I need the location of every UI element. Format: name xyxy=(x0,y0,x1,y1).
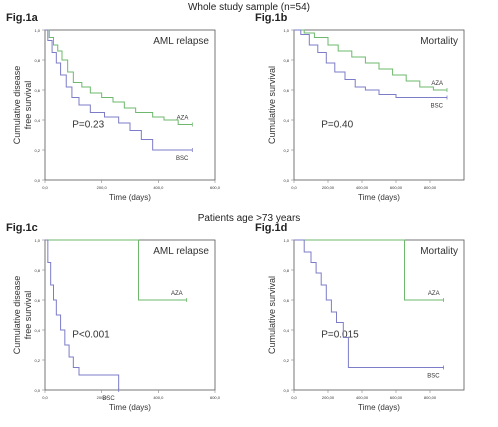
km-chart-mortality-whole: 0,0 0,2 0,4 0,6 0,8 1,0 0,0 200,00 400,00 600,00 8… xyxy=(267,28,465,202)
series-line-bsc xyxy=(45,29,193,151)
x-tick-label: 200,0 xyxy=(97,395,108,400)
panel-fig1d: Fig.1d 0,0 0,2 0,4 0,6 0,8 1,0 0,0 200,00 400,00… xyxy=(249,222,498,427)
x-tick-label: 800,00 xyxy=(424,395,437,400)
p-value: P<0.001 xyxy=(72,330,110,341)
series-label-aza: AZA xyxy=(431,81,443,87)
y-tick-label: 0,4 xyxy=(283,118,289,123)
x-axis-label: Time (days) xyxy=(109,403,151,412)
series-label-bsc: BSC xyxy=(176,156,189,162)
series-line-bsc xyxy=(294,29,447,98)
x-tick-label: 600,0 xyxy=(210,185,221,190)
p-value: P=0.23 xyxy=(72,120,104,131)
fig-label: Fig.1b xyxy=(255,12,288,24)
fig-label: Fig.1a xyxy=(6,12,38,24)
y-tick-label: 0,6 xyxy=(34,298,40,303)
chart-title: Mortality xyxy=(420,36,458,47)
x-tick-label: 400,00 xyxy=(356,395,369,400)
y-axis-label: Cumulative diseasefree survival xyxy=(12,276,33,355)
y-axis-label: Cumulative survival xyxy=(267,276,277,354)
fig-label: Fig.1c xyxy=(6,222,38,234)
y-tick-label: 0,4 xyxy=(283,328,289,333)
y-tick-label: 0,4 xyxy=(34,118,40,123)
y-tick-label: 1,0 xyxy=(283,28,289,33)
y-tick-label: 0,2 xyxy=(34,148,40,153)
series-label-bsc: BSC xyxy=(102,396,115,402)
x-tick-label: 600,00 xyxy=(390,185,403,190)
fig-label: Fig.1d xyxy=(255,222,288,234)
km-chart-aml-relapse-whole: 0,0 0,2 0,4 0,6 0,8 1,0 0,0 200,0 400,0 600,0 Time… xyxy=(12,28,221,202)
series-line-bsc xyxy=(294,239,444,368)
y-tick-label: 0,8 xyxy=(34,268,40,273)
y-tick-label: 0,0 xyxy=(283,388,289,393)
plot-frame xyxy=(44,29,216,181)
y-tick-label: 0,6 xyxy=(283,88,289,93)
y-tick-label: 0,0 xyxy=(283,178,289,183)
panel-fig1b: Fig.1b 0,0 0,2 0,4 0,6 0,8 1,0 0,0 200,00 400,00… xyxy=(249,12,498,217)
plot-frame xyxy=(44,239,216,391)
x-tick-label: 600,0 xyxy=(210,395,221,400)
km-chart-aml-relapse-elderly: 0,0 0,2 0,4 0,6 0,8 1,0 0,0 200,0 400,0 600,0 Time… xyxy=(12,238,221,412)
series-label-bsc: BSC xyxy=(427,374,440,380)
x-axis-label: Time (days) xyxy=(109,193,151,202)
y-tick-label: 1,0 xyxy=(283,238,289,243)
y-axis-label: Cumulative diseasefree survival xyxy=(12,66,33,145)
heading-whole-sample: Whole study sample (n=54) xyxy=(187,2,310,13)
panel-fig1a: Fig.1a 0,0 0,2 0,4 0,6 0,8 1,0 0,0 200,0 400,0 60… xyxy=(0,12,249,217)
y-axis-label: Cumulative survival xyxy=(267,66,277,144)
chart-title: AML relapse xyxy=(153,36,209,47)
chart-title: Mortality xyxy=(420,246,458,257)
panel-fig1c: Fig.1c 0,0 0,2 0,4 0,6 0,8 1,0 0,0 200,0 400,0 60… xyxy=(0,222,249,427)
km-chart-mortality-elderly: 0,0 0,2 0,4 0,6 0,8 1,0 0,0 200,00 400,00 600,00 8… xyxy=(267,238,465,412)
y-tick-label: 1,0 xyxy=(34,238,40,243)
series-line-aza xyxy=(45,239,187,301)
series-line-aza xyxy=(294,239,444,301)
series-label-aza: AZA xyxy=(171,291,183,297)
x-tick-label: 800,00 xyxy=(424,185,437,190)
p-value: P=0.40 xyxy=(321,120,353,131)
series-label-aza: AZA xyxy=(177,116,189,122)
y-tick-label: 0,8 xyxy=(283,268,289,273)
x-tick-label: 200,0 xyxy=(97,185,108,190)
x-tick-label: 400,0 xyxy=(153,395,164,400)
y-tick-label: 0,2 xyxy=(283,358,289,363)
x-tick-label: 400,0 xyxy=(153,185,164,190)
series-line-aza xyxy=(294,29,447,91)
x-tick-label: 400,00 xyxy=(356,185,369,190)
x-axis-label: Time (days) xyxy=(358,193,400,202)
x-tick-label: 0,0 xyxy=(42,395,48,400)
series-label-bsc: BSC xyxy=(431,104,444,110)
y-tick-label: 0,6 xyxy=(283,298,289,303)
y-tick-label: 0,0 xyxy=(34,178,40,183)
y-tick-label: 0,8 xyxy=(34,58,40,63)
plot-frame xyxy=(293,29,465,181)
series-label-aza: AZA xyxy=(428,291,440,297)
chart-title: AML relapse xyxy=(153,246,209,257)
x-tick-label: 200,00 xyxy=(322,395,335,400)
y-tick-label: 0,8 xyxy=(283,58,289,63)
x-tick-label: 0,0 xyxy=(291,395,297,400)
y-tick-label: 0,0 xyxy=(34,388,40,393)
y-tick-label: 0,4 xyxy=(34,328,40,333)
series-line-aza xyxy=(45,29,193,125)
x-tick-label: 600,00 xyxy=(390,395,403,400)
x-tick-label: 0,0 xyxy=(42,185,48,190)
series-line-bsc xyxy=(45,239,120,390)
x-tick-label: 0,0 xyxy=(291,185,297,190)
x-tick-label: 200,00 xyxy=(322,185,335,190)
p-value: P=0.015 xyxy=(321,330,359,341)
y-tick-label: 0,2 xyxy=(283,148,289,153)
y-tick-label: 0,2 xyxy=(34,358,40,363)
y-tick-label: 0,6 xyxy=(34,88,40,93)
x-axis-label: Time (days) xyxy=(358,403,400,412)
heading-age-subgroup: Patients age >73 years xyxy=(197,213,301,224)
y-tick-label: 1,0 xyxy=(34,28,40,33)
